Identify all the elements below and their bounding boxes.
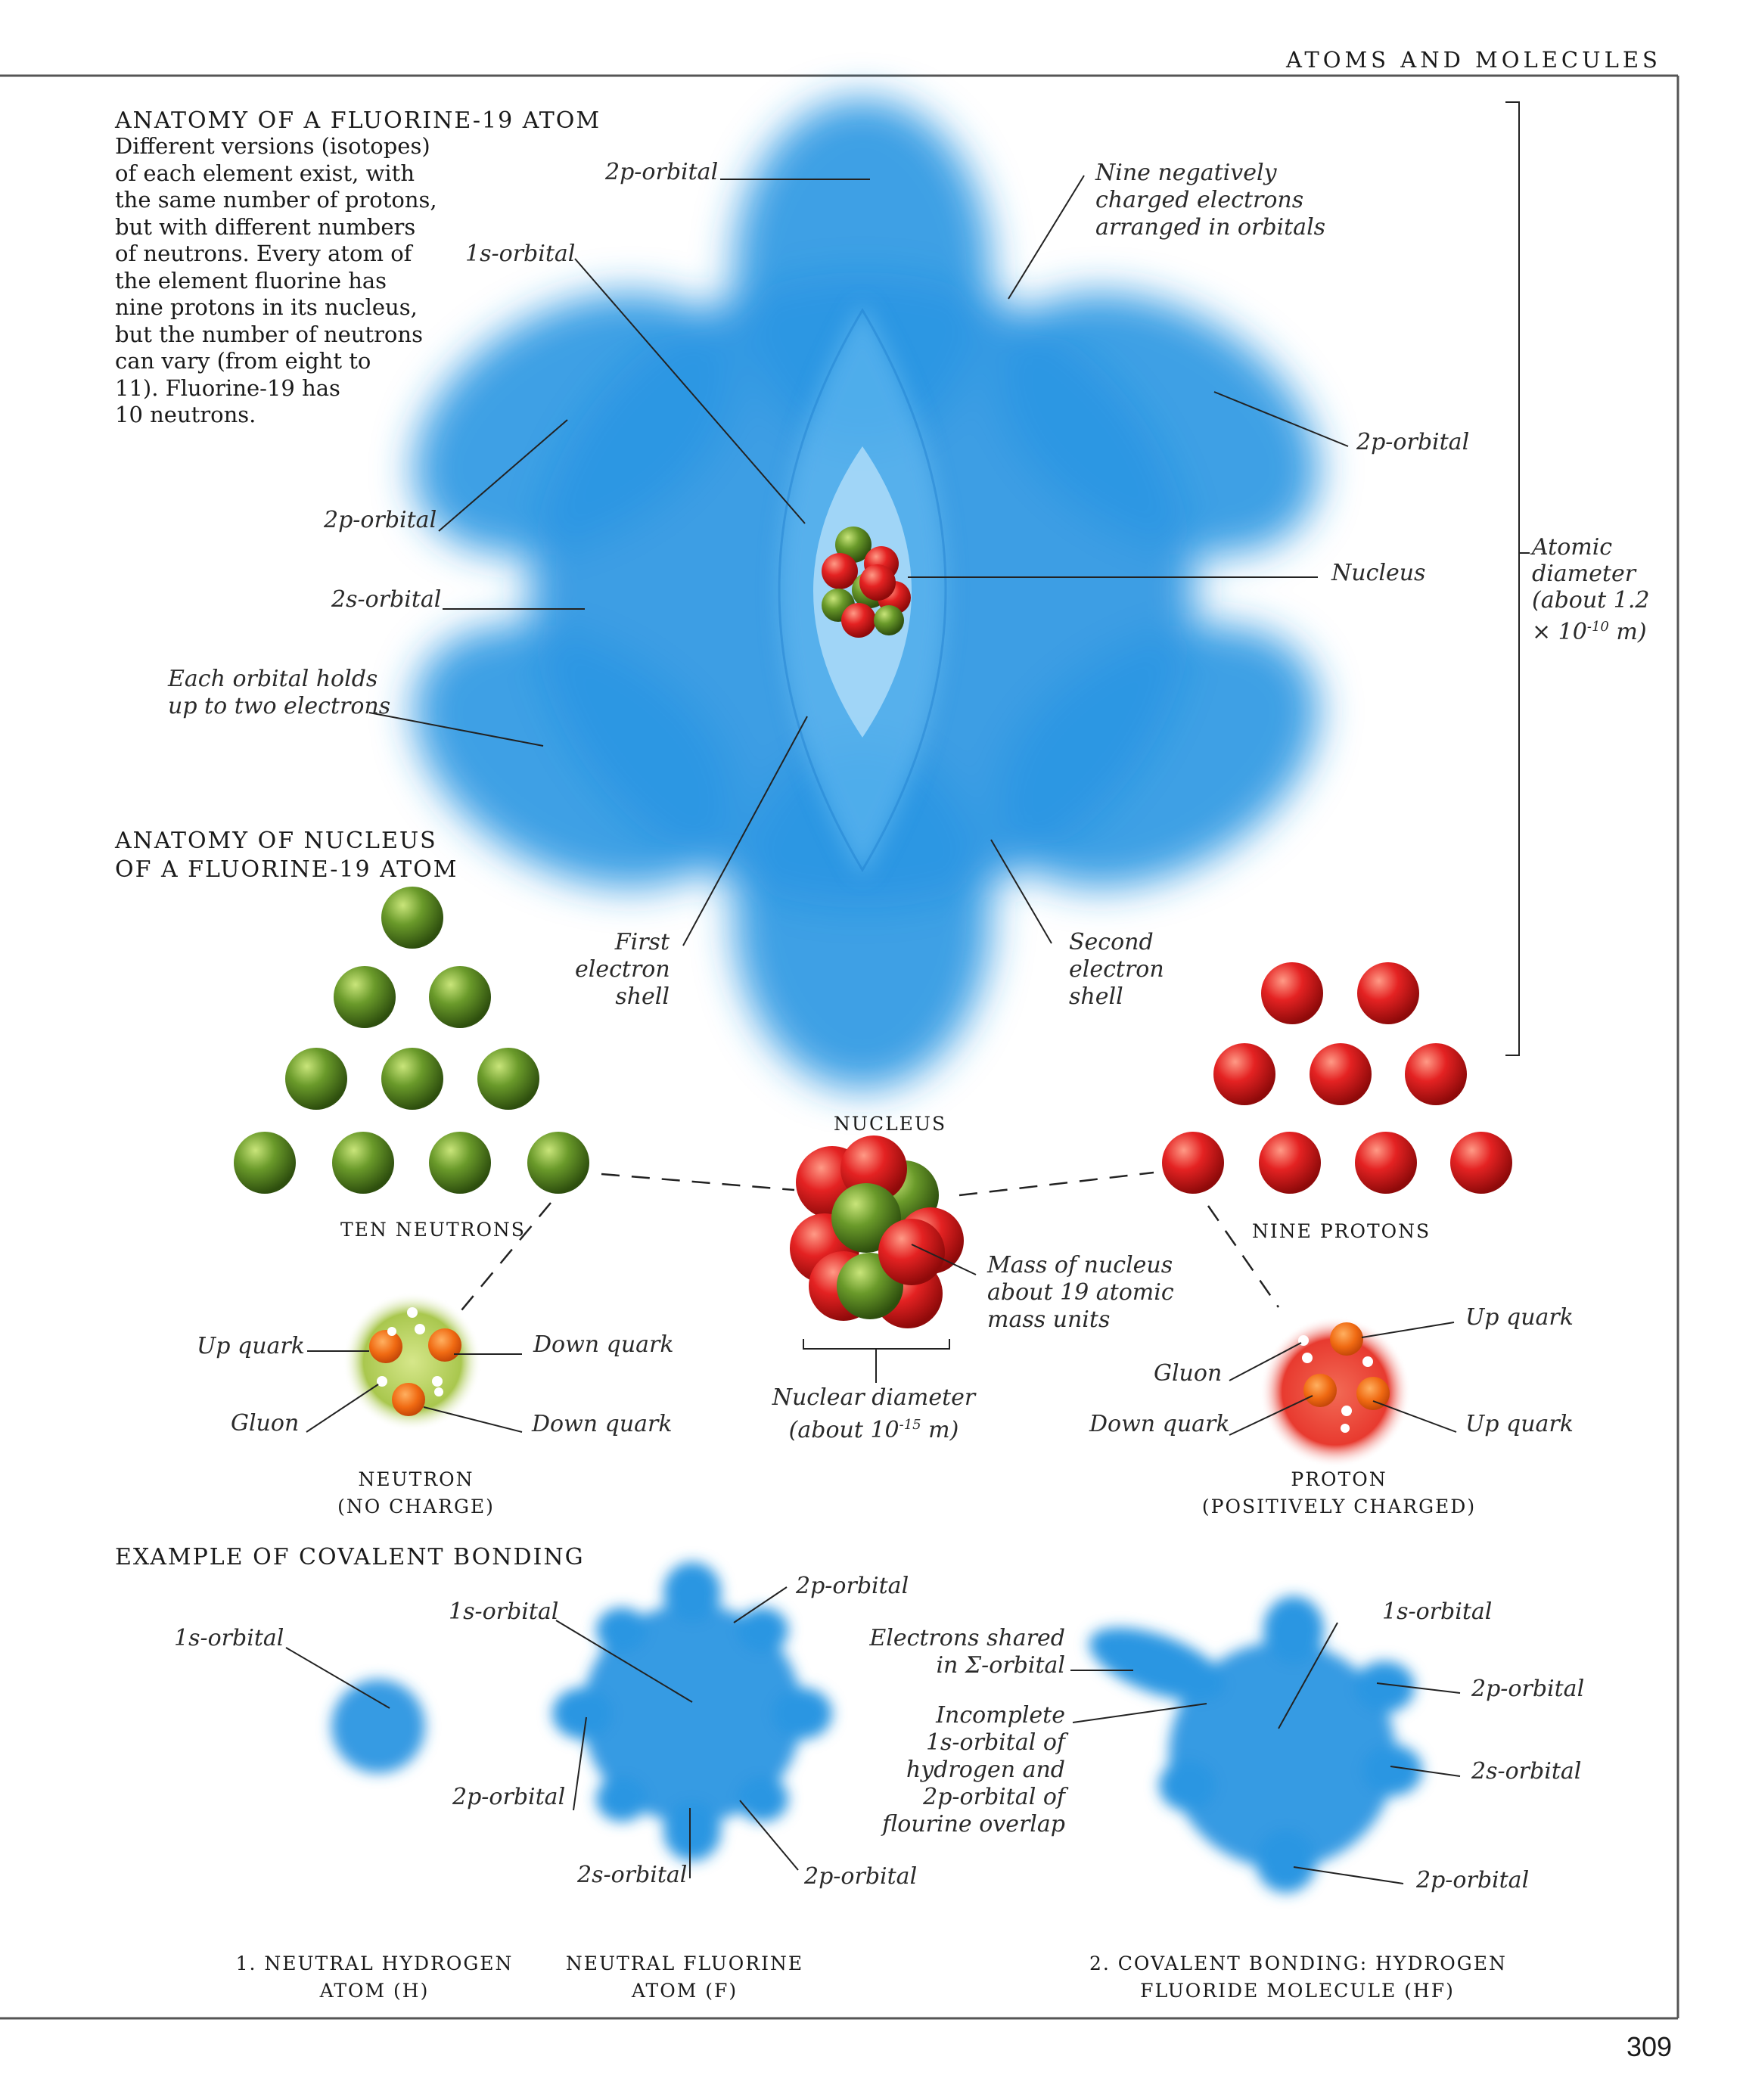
neutron <box>381 887 443 949</box>
label-hf-1s-orbital: 1s-orbital <box>1382 1598 1493 1625</box>
label-1s-orbital: 1s-orbital <box>465 241 576 267</box>
proton <box>1261 962 1323 1024</box>
proton <box>1162 1132 1224 1194</box>
proton-spheres <box>1162 962 1512 1194</box>
nucleus-connectors <box>461 1171 1280 1311</box>
proton <box>1405 1043 1467 1105</box>
label-each-orbital: Each orbital holds up to two electrons <box>168 666 391 719</box>
label-proton-up-quark-1: Up quark <box>1465 1304 1574 1331</box>
label-neutron-up-quark: Up quark <box>197 1333 305 1359</box>
label-neutron-gluon: Gluon <box>231 1410 300 1437</box>
proton <box>1310 1043 1372 1105</box>
nucleus-section-title: ANATOMY OF NUCLEUS OF A FLUORINE-19 ATOM <box>115 828 458 883</box>
label-h-1s-orbital: 1s-orbital <box>174 1625 284 1651</box>
label-f-1s-orbital: 1s-orbital <box>449 1598 559 1625</box>
neutron-spheres <box>234 887 589 1194</box>
label-proton-up-quark-2: Up quark <box>1465 1411 1574 1437</box>
label-f-2p-orbital-bottom: 2p-orbital <box>804 1863 918 1890</box>
label-f-2s-orbital: 2s-orbital <box>577 1862 688 1888</box>
label-neutron-down-quark-2: Down quark <box>532 1411 673 1437</box>
atom-nucleus <box>822 527 911 638</box>
label-nucleus: Nucleus <box>1331 560 1426 586</box>
bonding-section-title: EXAMPLE OF COVALENT BONDING <box>115 1544 585 1570</box>
proton <box>1259 1132 1321 1194</box>
label-second-electron-shell: Second electron shell <box>1069 929 1164 1010</box>
proton <box>1357 962 1419 1024</box>
second-electron-shell <box>778 308 947 872</box>
proton <box>1213 1043 1275 1105</box>
neutron <box>334 966 396 1028</box>
nucleus-caption: NUCLEUS <box>834 1113 947 1135</box>
neutron <box>381 1048 443 1110</box>
hf-molecule-cloud <box>1089 1596 1422 1893</box>
neutron <box>285 1048 347 1110</box>
neutron-quark-diagram <box>343 1292 482 1431</box>
protons-caption: NINE PROTONS <box>1252 1220 1431 1242</box>
label-nuclear-diameter: Nuclear diameter (about 10-15 m) <box>772 1384 976 1443</box>
proton-quark-diagram <box>1260 1316 1411 1468</box>
label-atomic-diameter: Atomic diameter (about 1.2 × 10-10 m) <box>1532 534 1650 645</box>
atom-intro: Different versions (isotopes) of each el… <box>115 133 437 427</box>
label-f-2p-orbital-top: 2p-orbital <box>796 1573 909 1599</box>
neutron <box>234 1132 296 1194</box>
label-2p-orbital-right: 2p-orbital <box>1356 429 1470 455</box>
nucleus-cluster <box>790 1135 964 1328</box>
atom-section-title: ANATOMY OF A FLUORINE-19 ATOM <box>115 107 601 134</box>
atom-leader-lines <box>368 101 1530 1056</box>
neutron-leaders <box>306 1350 523 1433</box>
label-hf-2p-orbital-2: 2p-orbital <box>1416 1867 1530 1893</box>
neutron <box>332 1132 394 1194</box>
proton-caption: PROTON (POSITIVELY CHARGED) <box>1201 1468 1477 1518</box>
fluorine-caption: NEUTRAL FLUORINE ATOM (F) <box>565 1952 804 2002</box>
neutron <box>527 1132 589 1194</box>
label-f-2p-orbital-left: 2p-orbital <box>452 1784 566 1810</box>
label-nucleus-mass: Mass of nucleus about 19 atomic mass uni… <box>987 1252 1174 1333</box>
running-head: ATOMS AND MOLECULES <box>1286 47 1661 73</box>
label-shared-electrons: Electrons shared in Σ-orbital <box>869 1625 1065 1679</box>
hydrogen-cloud <box>331 1679 425 1773</box>
label-2s-orbital: 2s-orbital <box>331 586 442 613</box>
neutrons-caption: TEN NEUTRONS <box>340 1219 526 1241</box>
fluorine-small-cloud <box>552 1562 832 1861</box>
bonding-leaders <box>285 1586 1461 1884</box>
label-neutron-down-quark-1: Down quark <box>533 1331 674 1358</box>
label-hf-2s-orbital: 2s-orbital <box>1471 1758 1582 1785</box>
molecule-caption: 2. COVALENT BONDING: HYDROGEN FLUORIDE M… <box>1089 1952 1507 2002</box>
label-electrons: Nine negatively charged electrons arrang… <box>1095 160 1326 241</box>
label-2p-orbital-left: 2p-orbital <box>324 507 437 533</box>
neutron <box>429 966 491 1028</box>
label-hf-2p-orbital-1: 2p-orbital <box>1471 1676 1585 1702</box>
neutron <box>429 1132 491 1194</box>
label-proton-gluon: Gluon <box>1154 1360 1223 1387</box>
hydrogen-caption: 1. NEUTRAL HYDROGEN ATOM (H) <box>235 1952 514 2002</box>
page-number: 309 <box>1626 2031 1673 2062</box>
proton <box>1355 1132 1417 1194</box>
nucleus-leaders <box>803 1244 977 1383</box>
proton <box>1450 1132 1512 1194</box>
neutron <box>477 1048 539 1110</box>
neutron-caption: NEUTRON (NO CHARGE) <box>337 1468 495 1518</box>
label-incomplete-overlap: Incomplete 1s-orbital of hydrogen and 2p… <box>882 1702 1065 1837</box>
label-proton-down-quark: Down quark <box>1089 1411 1230 1437</box>
proton-leaders <box>1229 1322 1457 1436</box>
label-first-electron-shell: First electron shell <box>575 929 670 1010</box>
label-2p-orbital-top: 2p-orbital <box>605 159 719 185</box>
